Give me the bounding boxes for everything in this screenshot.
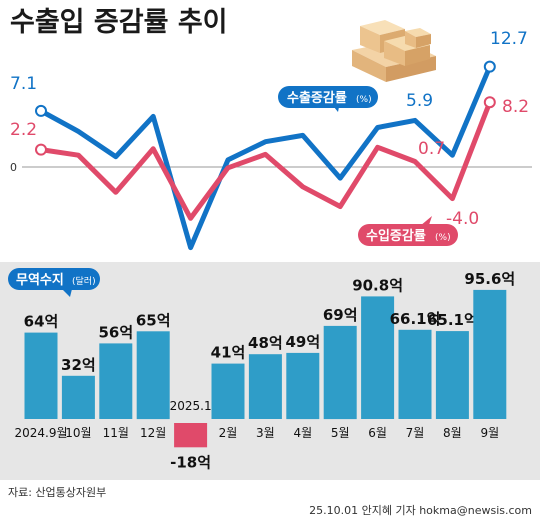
trade-balance-bar — [99, 343, 133, 419]
trade-balance-value-label: 64억 — [24, 313, 59, 331]
month-tick-label: 2025.1 — [170, 399, 212, 413]
trade-balance-bar — [136, 331, 170, 420]
month-tick-label: 4월 — [293, 426, 312, 440]
trade-balance-value-label: 56억 — [98, 323, 133, 341]
trade-balance-bar — [286, 352, 320, 420]
trade-balance-value-label: 65.1억 — [427, 311, 478, 329]
chart-title: 수출입 증감률 추이 — [10, 7, 228, 38]
export-start-marker — [35, 104, 47, 117]
trade-balance-bar — [361, 296, 395, 419]
import-start-marker — [35, 143, 47, 156]
import-label-end: 8.2 — [502, 97, 529, 117]
month-tick-label: 3월 — [256, 426, 275, 440]
trade-balance-bar — [248, 354, 282, 419]
trade-balance-bar — [24, 332, 58, 419]
byline-credit: 25.10.01 안지혜 기자 hokma@newsis.com — [309, 504, 532, 517]
export-end-marker — [483, 60, 496, 73]
import-label-start: 2.2 — [10, 120, 37, 140]
import-label-jul: 0.7 — [418, 139, 445, 159]
export-label-start: 7.1 — [10, 74, 37, 94]
month-tick-label: 2월 — [219, 426, 238, 440]
trade-balance-bar — [174, 423, 208, 448]
trade-balance-value-label: 65억 — [136, 311, 171, 329]
export-series-unit: (%) — [356, 95, 372, 105]
zero-tick-label: 0 — [10, 161, 17, 174]
trade-balance-bar — [398, 329, 432, 419]
trade-balance-value-label: 69억 — [323, 306, 358, 324]
trade-balance-bar — [323, 325, 357, 420]
trade-balance-value-label: -18억 — [170, 453, 211, 471]
import-label-aug: -4.0 — [446, 209, 479, 229]
export-series-legend: 수출증감률 (%) — [278, 86, 378, 112]
export-label-end: 12.7 — [490, 29, 528, 49]
trade-balance-name: 무역수지 — [16, 272, 64, 288]
import-series-unit: (%) — [435, 233, 451, 243]
month-tick-label: 7월 — [406, 426, 425, 440]
boxes-illustration-icon — [352, 20, 436, 82]
trade-balance-value-label: 66.1억 — [390, 310, 441, 328]
trade-balance-bars: 64억 2024.9월 32억 10월 56억 11월 65억 12월 -18억 2025.1 41… — [14, 270, 515, 471]
month-tick-label: 6월 — [368, 426, 387, 440]
import-series-name: 수입증감률 — [366, 229, 426, 244]
trade-balance-value-label: 49억 — [285, 333, 320, 351]
month-tick-label: 5월 — [331, 426, 350, 440]
month-tick-label: 11월 — [103, 426, 129, 440]
trade-balance-unit: (달러) — [72, 275, 96, 287]
month-tick-label: 9월 — [480, 426, 499, 440]
trade-balance-bar — [61, 375, 95, 419]
trade-balance-value-label: 32억 — [61, 356, 96, 374]
trade-balance-bar — [211, 363, 245, 419]
source-note: 자료: 산업통상자원부 — [8, 486, 106, 499]
export-series-name: 수출증감률 — [287, 90, 347, 106]
import-end-marker — [483, 96, 496, 109]
export-label-jul: 5.9 — [406, 91, 433, 111]
trade-balance-value-label: 48억 — [248, 334, 283, 352]
trade-balance-value-label: 90.8억 — [352, 276, 403, 294]
trade-balance-value-label: 41억 — [211, 344, 246, 362]
trade-balance-legend: 무역수지 (달러) — [8, 268, 100, 297]
trade-balance-bar — [435, 331, 469, 419]
month-tick-label: 10월 — [65, 426, 91, 440]
trade-balance-bar — [473, 289, 507, 419]
month-tick-label: 2024.9월 — [14, 426, 67, 440]
trade-balance-value-label: 95.6억 — [464, 270, 515, 288]
export-rate-line — [38, 64, 493, 251]
month-tick-label: 12월 — [140, 426, 166, 440]
month-tick-label: 8월 — [443, 426, 462, 440]
import-rate-line — [38, 99, 493, 221]
import-series-legend: 수입증감률 (%) — [358, 216, 458, 246]
